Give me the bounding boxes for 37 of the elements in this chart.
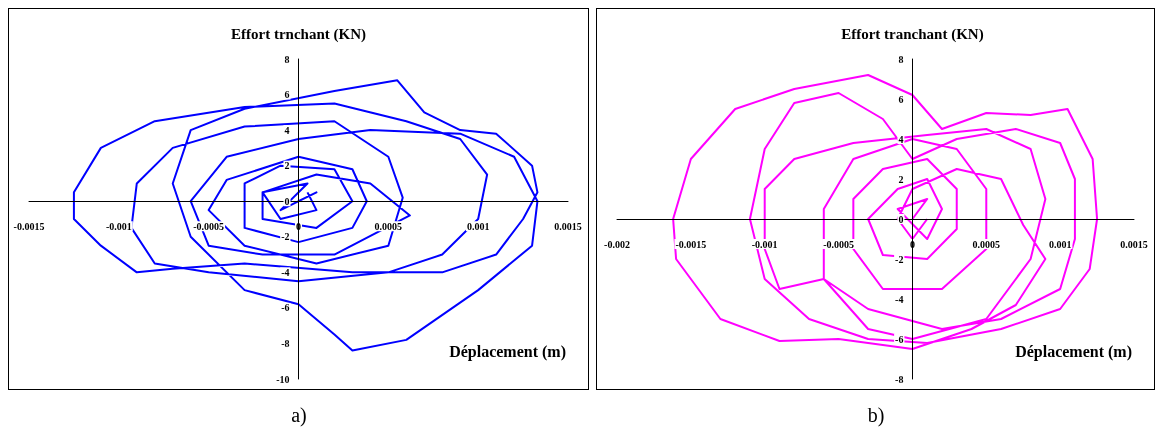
x-tick-label: 0.0015: [554, 220, 582, 232]
x-tick-label: 0.001: [1048, 238, 1072, 250]
y-tick-label: 4: [284, 124, 290, 136]
text: a): [290, 404, 308, 427]
y-axis-title: Effort tranchant (KN): [841, 25, 984, 43]
y-tick-label: -4: [281, 266, 290, 278]
y-tick-label: -8: [281, 337, 290, 349]
y-tick-label: 2: [284, 160, 290, 172]
y-tick-label: -6: [281, 302, 290, 314]
x-tick-label: 0.0015: [1120, 238, 1148, 250]
y-tick-label: -10: [276, 373, 290, 385]
y-tick-label: -4: [895, 293, 904, 305]
y-tick-label: -2: [281, 231, 290, 243]
y-tick-label: 2: [898, 173, 904, 185]
y-tick-label: 8: [284, 53, 290, 65]
y-tick-label: 4: [898, 133, 904, 145]
y-tick-label: -8: [895, 373, 904, 385]
x-tick-label: 0.0005: [972, 238, 1001, 250]
x-tick-label: -0.002: [604, 238, 630, 250]
y-axis-title: Effort trnchant (KN): [231, 25, 366, 43]
x-tick-label: 0.001: [466, 220, 490, 232]
text: b): [866, 404, 886, 427]
x-tick-label: 0.0005: [374, 220, 403, 232]
y-tick-label: 0: [284, 195, 290, 207]
x-tick-label: -0.001: [105, 220, 132, 232]
x-axis-title: Déplacement (m): [1015, 342, 1132, 361]
y-tick-label: -2: [895, 253, 904, 265]
x-tick-label: -0.0005: [193, 220, 225, 232]
x-axis-title: Déplacement (m): [449, 342, 566, 361]
y-tick-label: 6: [898, 93, 904, 105]
x-tick-label: -0.001: [751, 238, 778, 250]
x-tick-label: -0.0015: [675, 238, 707, 250]
x-tick-label: -0.0015: [13, 220, 45, 232]
y-tick-label: 6: [284, 89, 290, 101]
x-tick-label: -0.0005: [823, 238, 854, 250]
y-tick-label: -6: [895, 333, 904, 345]
y-tick-label: 8: [898, 53, 904, 65]
